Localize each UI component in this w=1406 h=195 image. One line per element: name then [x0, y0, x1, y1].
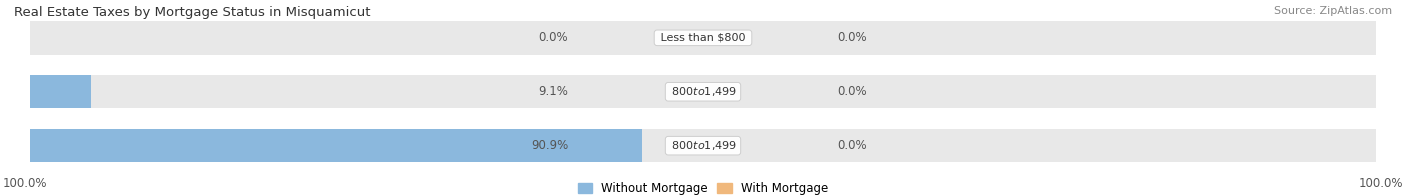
Text: $800 to $1,499: $800 to $1,499 [668, 139, 738, 152]
Text: Real Estate Taxes by Mortgage Status in Misquamicut: Real Estate Taxes by Mortgage Status in … [14, 6, 371, 19]
Legend: Without Mortgage, With Mortgage: Without Mortgage, With Mortgage [578, 182, 828, 195]
Bar [30, 75, 1376, 108]
Text: $800 to $1,499: $800 to $1,499 [668, 85, 738, 98]
Text: 100.0%: 100.0% [3, 177, 48, 190]
Text: Less than $800: Less than $800 [657, 33, 749, 43]
Text: 90.9%: 90.9% [531, 139, 568, 152]
Bar [30, 129, 641, 162]
Text: 0.0%: 0.0% [838, 31, 868, 44]
Text: 0.0%: 0.0% [838, 85, 868, 98]
Bar [30, 129, 1376, 162]
Text: Source: ZipAtlas.com: Source: ZipAtlas.com [1274, 6, 1392, 16]
Text: 100.0%: 100.0% [1358, 177, 1403, 190]
Bar [30, 21, 1376, 55]
Text: 9.1%: 9.1% [538, 85, 568, 98]
Text: 0.0%: 0.0% [838, 139, 868, 152]
Text: 0.0%: 0.0% [538, 31, 568, 44]
Bar [30, 75, 91, 108]
